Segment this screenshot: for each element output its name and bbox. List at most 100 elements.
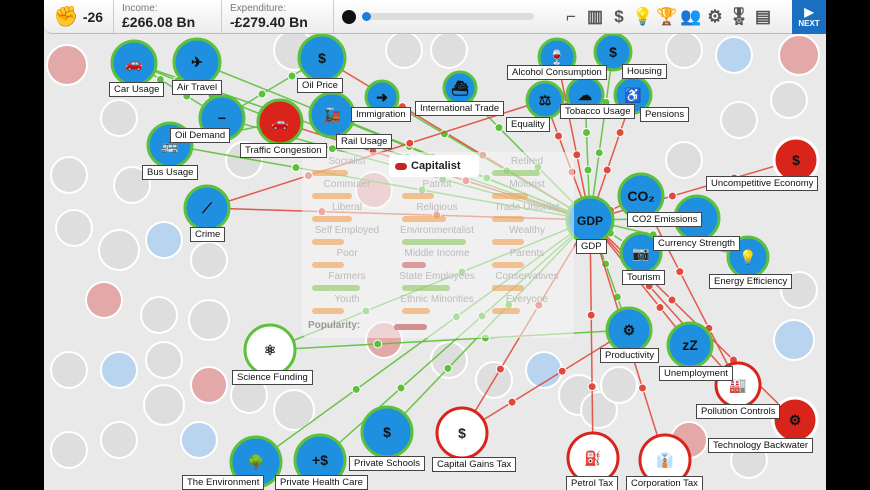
inactive-node[interactable] [190, 241, 228, 279]
node-label[interactable]: CO2 Emissions [627, 212, 703, 227]
capital-gains-tax-node[interactable]: $ [435, 406, 489, 460]
node-label[interactable]: Housing [622, 64, 667, 79]
voter-group[interactable]: Youth [334, 294, 360, 305]
rail-usage-node[interactable]: 🚂 [308, 91, 356, 139]
documents-icon[interactable]: ▤ [754, 6, 772, 26]
voter-group[interactable]: Everyone [505, 294, 549, 305]
car-usage-node[interactable]: 🚗 [110, 39, 158, 87]
node-label[interactable]: Uncompetitive Economy [706, 176, 819, 191]
node-label[interactable]: Air Travel [172, 80, 223, 95]
private-schools-node[interactable]: $ [360, 405, 414, 459]
node-label[interactable]: Oil Demand [170, 128, 231, 143]
inactive-node[interactable] [100, 99, 138, 137]
oil-price-node[interactable]: $ [297, 33, 347, 83]
node-label[interactable]: Equality [506, 117, 550, 132]
inactive-node[interactable] [770, 81, 808, 119]
award-icon[interactable]: 🎖 [728, 6, 750, 26]
node-label[interactable]: Bus Usage [142, 165, 199, 180]
inactive-node[interactable] [46, 44, 88, 86]
node-label[interactable]: Crime [190, 227, 226, 242]
inactive-node[interactable] [715, 36, 753, 74]
inactive-node[interactable] [665, 141, 703, 179]
the-environment-node[interactable]: 🌳 [229, 435, 283, 489]
inactive-node[interactable] [98, 229, 140, 271]
inactive-node[interactable] [145, 221, 183, 259]
inactive-node[interactable] [385, 31, 423, 69]
inactive-node[interactable] [85, 281, 123, 319]
voter-group[interactable]: Ethnic Minorities [400, 294, 474, 305]
inactive-node[interactable] [180, 421, 218, 459]
voter-group[interactable]: Motorist [509, 179, 545, 190]
node-label[interactable]: Alcohol Consumption [507, 65, 607, 80]
voter-group[interactable]: Commuter [323, 179, 371, 190]
inactive-node[interactable] [188, 299, 230, 341]
node-label[interactable]: Capital Gains Tax [432, 457, 517, 472]
voter-group[interactable]: Farmers [328, 271, 366, 282]
petrol-tax-node[interactable]: ⛽ [566, 431, 620, 485]
node-label[interactable]: Energy Efficiency [709, 274, 793, 289]
node-label[interactable]: Pollution Controls [696, 404, 781, 419]
voter-group[interactable]: Patriot [422, 179, 452, 190]
node-label[interactable]: Pensions [640, 107, 690, 122]
node-label[interactable]: Currency Strength [653, 236, 741, 251]
node-label[interactable]: Technology Backwater [708, 438, 814, 453]
node-label[interactable]: Oil Price [297, 78, 343, 93]
voter-group[interactable]: Conservatives [495, 271, 559, 282]
inactive-node[interactable] [143, 384, 185, 426]
inactive-node[interactable] [190, 366, 228, 404]
voter-group[interactable]: Trade Unionist [494, 202, 560, 213]
housing-node[interactable]: $ [593, 32, 633, 72]
voter-group[interactable]: Retired [510, 156, 544, 167]
inactive-node[interactable] [55, 209, 93, 247]
node-label[interactable]: Rail Usage [336, 134, 393, 149]
node-label[interactable]: International Trade [415, 101, 505, 116]
air-travel-node[interactable]: ✈ [172, 37, 222, 87]
welfare-icon[interactable]: 🏆 [656, 6, 678, 26]
inactive-node[interactable] [665, 31, 703, 69]
unemployment-node[interactable]: zZ [666, 321, 714, 369]
voter-group[interactable]: Liberal [331, 202, 363, 213]
voter-group[interactable]: Self Employed [314, 225, 380, 236]
voter-group[interactable]: Poor [336, 248, 358, 259]
inactive-node[interactable] [100, 351, 138, 389]
crime-node[interactable]: ⟋ [183, 184, 231, 232]
inactive-node[interactable] [50, 156, 88, 194]
science-funding-node[interactable]: ⚛ [243, 323, 297, 377]
voter-group[interactable]: Wealthy [509, 225, 545, 236]
equality-node[interactable]: ⚖ [525, 80, 565, 120]
inactive-node[interactable] [430, 341, 468, 379]
inactive-node[interactable] [50, 431, 88, 469]
inactive-node[interactable] [50, 351, 88, 389]
voter-group[interactable]: Parents [509, 248, 545, 259]
node-label[interactable]: Science Funding [232, 370, 313, 385]
voter-group[interactable]: Environmentalist [400, 225, 474, 236]
node-label[interactable]: Car Usage [109, 82, 165, 97]
next-turn-button[interactable]: ▶ NEXT [792, 0, 826, 34]
foreign-policy-icon[interactable]: 👥 [680, 6, 702, 26]
inactive-node[interactable] [600, 366, 638, 404]
node-label[interactable]: Unemployment [659, 366, 733, 381]
inactive-node[interactable] [773, 319, 815, 361]
node-label[interactable]: Tourism [622, 270, 666, 285]
tourism-node[interactable]: 📷 [619, 231, 663, 275]
voter-group[interactable]: Middle Income [404, 248, 470, 259]
transport-icon[interactable]: ⚙ [707, 6, 723, 26]
inactive-node[interactable] [140, 296, 178, 334]
voter-group[interactable]: Socialist [328, 156, 366, 167]
inactive-node[interactable] [430, 31, 468, 69]
node-label[interactable]: Productivity [600, 348, 660, 363]
inactive-node[interactable] [580, 391, 618, 429]
law-and-order-icon[interactable]: ⌐ [566, 6, 576, 26]
node-label[interactable]: Traffic Congestion [240, 143, 327, 158]
co2-emissions-node[interactable]: CO₂ [617, 172, 665, 220]
capitalist-group[interactable]: Capitalist [389, 155, 479, 177]
economy-icon[interactable]: ▥ [586, 6, 604, 26]
inactive-node[interactable] [273, 389, 315, 431]
inactive-node[interactable] [720, 101, 758, 139]
node-label[interactable]: Tobacco Usage [560, 104, 636, 119]
productivity-node[interactable]: ⚙ [605, 306, 653, 354]
international-trade-node[interactable]: ⛴ [442, 70, 478, 106]
inactive-node[interactable] [145, 341, 183, 379]
public-services-icon[interactable]: 💡 [632, 6, 654, 26]
voter-group[interactable]: Religious [416, 202, 458, 213]
